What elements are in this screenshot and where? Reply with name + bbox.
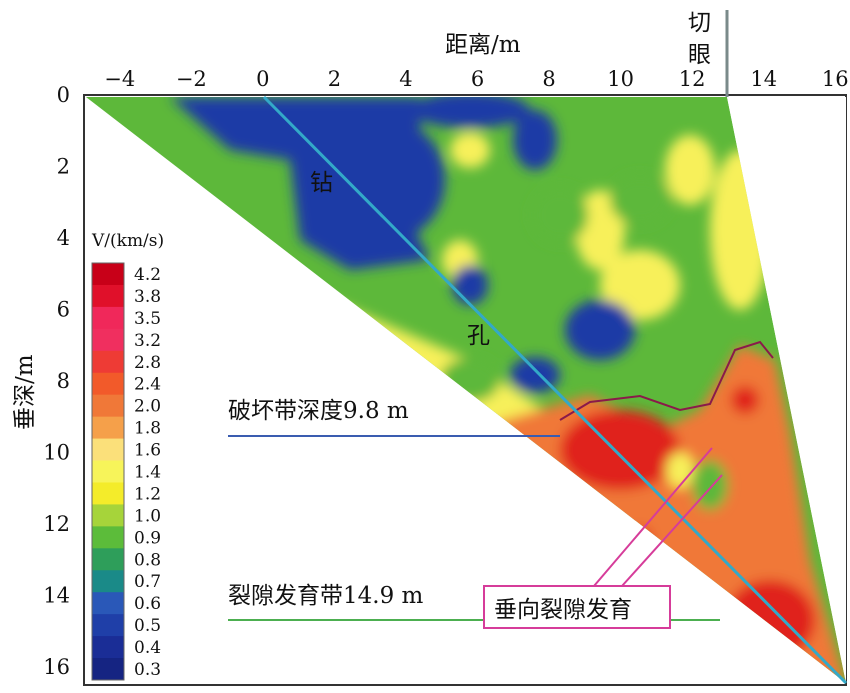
x-axis-title: 距离/m [445,32,521,58]
colorbar-swatch [92,548,124,571]
x-tick-label: −4 [104,67,135,91]
colorbar-level-label: 0.6 [134,594,161,614]
outside-region [727,97,846,683]
cut-eye-label-2: 眼 [688,42,711,68]
x-tick-label: 4 [399,67,412,91]
x-tick-label: 10 [607,67,634,91]
borehole-label-top: 钻 [310,170,333,196]
x-tick-label: 6 [471,67,484,91]
y-tick-label: 8 [57,369,70,393]
colorbar-swatch [92,394,124,418]
y-tick-label: 10 [43,441,70,465]
colorbar-frame [91,262,125,681]
colorbar-level-label: 0.4 [134,638,161,658]
borehole-label-bottom: 孔 [467,323,490,349]
x-axis-ticks: −4 −2 0 2 4 6 8 10 12 14 16 [104,67,848,91]
vertical-fracture-label: 垂向裂隙发育 [494,597,632,623]
colorbar-level-label: 4.2 [134,265,161,285]
y-axis-title: 垂深/m [12,354,38,430]
x-tick-label: −2 [176,67,207,91]
colorbar-swatch [92,526,124,549]
colorbar-level-label: 2.4 [134,375,161,395]
colorbar-level-label: 1.4 [134,463,161,483]
colorbar-level-label: 2.8 [134,353,161,373]
colorbar-swatch [92,416,124,440]
colorbar-level-label: 2.0 [134,397,161,417]
colorbar-level-label: 3.8 [134,287,161,307]
colorbar-swatch [92,482,124,505]
y-tick-label: 0 [57,83,70,107]
y-tick-label: 4 [57,226,70,250]
colorbar-level-label: 1.2 [134,484,161,504]
vertical-fracture-pointer-2 [621,474,723,587]
y-tick-label: 6 [57,298,70,322]
colorbar-swatch [92,438,124,462]
damage-depth-label: 破坏带深度9.8 m [228,398,409,424]
colorbar-swatch [92,284,124,308]
borehole-line [262,95,848,685]
colorbar-level-label: 0.7 [134,572,161,592]
colorbar-level-label: 0.8 [134,550,161,570]
x-tick-label: 12 [679,67,706,91]
x-tick-label: 14 [750,67,777,91]
colorbar-swatch [92,372,124,396]
colorbar-level-label: 1.0 [134,506,161,526]
x-tick-label: 0 [256,67,269,91]
colorbar-level-label: 0.5 [134,616,161,636]
colorbar-level-label: 1.6 [134,441,161,461]
x-tick-label: 8 [542,67,555,91]
colorbar-swatch [92,306,124,330]
colorbar-level-label: 0.3 [134,660,161,680]
colorbar-level-label: 3.2 [134,331,161,351]
colorbar-swatch [92,570,124,593]
colorbar-swatch [92,504,124,527]
colorbar-swatch [92,263,124,286]
vertical-fracture-pointer-1 [593,447,713,587]
vertical-fracture-box [483,585,671,629]
colorbar-swatch [92,636,124,659]
y-tick-label: 2 [57,155,70,179]
colorbar-level-label: 3.5 [134,309,161,329]
colorbar-level-label: 1.8 [134,419,161,439]
cut-eye-label-1: 切 [688,10,711,36]
y-axis-ticks: 0 2 4 6 8 10 12 14 16 [43,83,70,679]
y-tick-label: 14 [43,584,70,608]
colorbar-swatch [92,592,124,615]
fracture-depth-label: 裂隙发育带14.9 m [228,583,424,609]
colorbar-swatch [92,350,124,374]
x-tick-label: 16 [822,67,849,91]
colorbar-swatch [92,460,124,483]
x-tick-label: 2 [328,67,341,91]
colorbar-level-label: 0.9 [134,528,161,548]
colorbar-swatch [92,614,124,637]
colorbar-swatch [92,328,124,352]
y-tick-label: 12 [43,512,70,536]
colorbar: V/(km/s) 4.23.83.53.22.82.42.01.81.61.41… [91,231,164,681]
colorbar-swatch [92,658,124,681]
colorbar-title: V/(km/s) [91,231,164,251]
y-tick-label: 16 [43,655,70,679]
damage-boundary-line [559,340,774,421]
